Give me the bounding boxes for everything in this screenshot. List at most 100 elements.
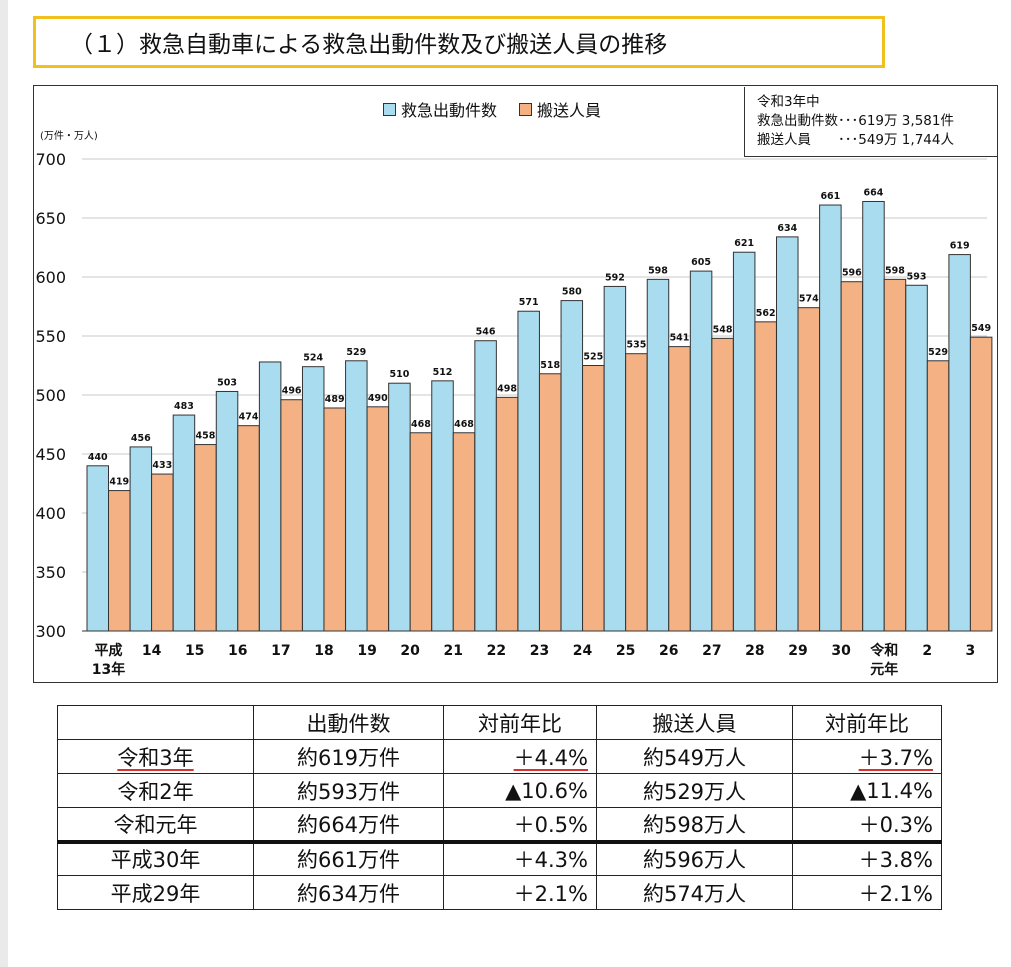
table-cell-transport: 約529万人 <box>596 773 793 808</box>
x-tick-label-line: 21 <box>444 643 463 659</box>
data-label-transport: 489 <box>325 394 345 405</box>
table-cell-dispatch-change: ▲10.6% <box>443 773 597 808</box>
table-cell-transport: 約596万人 <box>596 839 793 876</box>
data-label-dispatch: 524 <box>303 353 323 364</box>
data-label-dispatch: 546 <box>476 327 496 338</box>
data-label-transport: 548 <box>713 324 733 335</box>
x-tick-label-line: 27 <box>702 643 721 659</box>
table-row: 令和2年 約593万件 ▲10.6% 約529万人 ▲11.4% <box>57 773 942 808</box>
x-tick-label-line: 22 <box>487 643 506 659</box>
y-tick-label: 350 <box>35 563 66 582</box>
x-tick-label: 3 <box>966 643 976 659</box>
data-label-dispatch: 483 <box>174 401 194 412</box>
x-tick-label-line: 平成 <box>95 642 123 659</box>
x-tick-label-line: 29 <box>788 643 807 659</box>
x-tick-label-line: 16 <box>228 643 247 659</box>
y-axis-unit-label: (万件・万人) <box>40 131 98 142</box>
table-cell-year: 令和2年 <box>57 773 254 808</box>
table-cell-transport: 約574万人 <box>596 875 793 910</box>
table-row: 平成29年 約634万件 ＋2.1% 約574万人 ＋2.1% <box>57 875 942 910</box>
y-tick-label: 450 <box>35 445 66 464</box>
data-label-transport: 419 <box>109 477 129 488</box>
bar-dispatch <box>560 300 584 632</box>
x-tick-label: 16 <box>228 643 247 659</box>
bar-dispatch <box>517 310 540 632</box>
legend-swatch-transport <box>519 102 533 116</box>
data-label-transport: 468 <box>411 419 431 430</box>
bar-transport <box>409 432 433 632</box>
summary-table: 出動件数 対前年比 搬送人員 対前年比 令和3年 約619万件 ＋4.4% 約5… <box>57 705 942 910</box>
x-tick-label: 22 <box>487 643 506 659</box>
x-tick-label-line: 令和 <box>869 642 898 659</box>
x-tick-label: 平成 13年 <box>92 642 125 678</box>
bar-transport <box>495 396 519 632</box>
bar-dispatch <box>431 380 454 632</box>
x-tick-label: 21 <box>444 643 463 659</box>
chart-legend: 救急出動件数 搬送人員 <box>383 97 623 121</box>
left-margin-strip <box>0 0 8 967</box>
x-tick-label-line: 26 <box>659 643 678 659</box>
bar-transport <box>323 407 346 632</box>
table-cell-dispatch: 約593万件 <box>253 773 444 808</box>
legend-swatch-dispatch <box>383 102 396 116</box>
transport-change-highlight: ＋3.7% <box>858 745 933 770</box>
table-header-cell: 対前年比 <box>792 705 942 740</box>
x-tick-label: 令和元年 <box>869 642 898 678</box>
bar-transport <box>711 337 734 632</box>
x-tick-label-line: 20 <box>400 643 420 659</box>
data-label-dispatch: 593 <box>907 271 927 282</box>
table-cell-transport-change: ＋3.8% <box>792 839 942 876</box>
y-tick-label: 300 <box>35 622 66 641</box>
bar-dispatch <box>301 366 325 632</box>
x-tick-label: 18 <box>314 643 333 659</box>
bar-transport <box>108 490 131 632</box>
table-header-cell <box>57 705 254 740</box>
bar-dispatch <box>689 270 713 632</box>
data-label-dispatch: 592 <box>605 272 625 283</box>
table-header-cell: 出動件数 <box>253 705 444 740</box>
data-label-transport: 498 <box>497 383 517 394</box>
bar-transport <box>840 281 864 632</box>
data-label-dispatch: 580 <box>562 287 582 298</box>
bar-transport <box>969 336 993 632</box>
data-label-dispatch: 619 <box>950 241 970 252</box>
y-tick-label: 650 <box>35 209 66 228</box>
table-header-cell: 搬送人員 <box>596 705 793 740</box>
bar-transport <box>926 360 950 632</box>
data-label-transport: 574 <box>799 294 819 305</box>
x-tick-label-line: 24 <box>573 643 593 659</box>
bar-transport <box>194 444 217 632</box>
data-label-transport: 541 <box>670 333 690 344</box>
y-tick-label: 550 <box>35 327 66 346</box>
data-label-transport: 549 <box>971 323 991 334</box>
data-label-transport: 458 <box>196 431 216 442</box>
x-tick-label-line: 元年 <box>870 661 898 678</box>
table-cell-transport: 約549万人 <box>596 739 793 774</box>
data-label-transport: 496 <box>282 386 302 397</box>
bar-transport <box>538 373 562 632</box>
table-cell-transport: 約598万人 <box>596 807 793 842</box>
table-cell-dispatch-change: ＋0.5% <box>443 807 597 842</box>
legend-label-transport: 搬送人員 <box>537 101 602 120</box>
x-tick-label-line: 14 <box>142 643 162 659</box>
table-cell-transport-change: ▲11.4% <box>792 773 942 808</box>
bar-dispatch <box>172 414 196 632</box>
x-tick-label: 27 <box>702 643 721 659</box>
bar-transport <box>366 406 390 632</box>
table-cell-year: 令和元年 <box>57 807 254 842</box>
data-label-transport: 596 <box>842 268 862 279</box>
y-tick-label: 600 <box>35 268 66 287</box>
bar-dispatch <box>603 285 627 632</box>
bar-transport <box>280 399 303 632</box>
x-tick-label-line: 17 <box>271 643 290 659</box>
bar-dispatch <box>258 361 282 632</box>
x-tick-label-line: 23 <box>530 643 549 659</box>
data-label-dispatch: 664 <box>864 187 884 198</box>
data-label-transport: 535 <box>626 340 646 351</box>
table-cell-dispatch-change: ＋4.3% <box>443 839 597 876</box>
chart-canvas: 300 350 400 450 500 550 600 650 700 440 419 平成 13年 45… <box>35 150 993 678</box>
bar-transport <box>625 353 648 632</box>
data-label-dispatch: 605 <box>691 257 711 268</box>
x-tick-label: 26 <box>659 643 678 659</box>
x-tick-label-line: 30 <box>831 643 851 659</box>
